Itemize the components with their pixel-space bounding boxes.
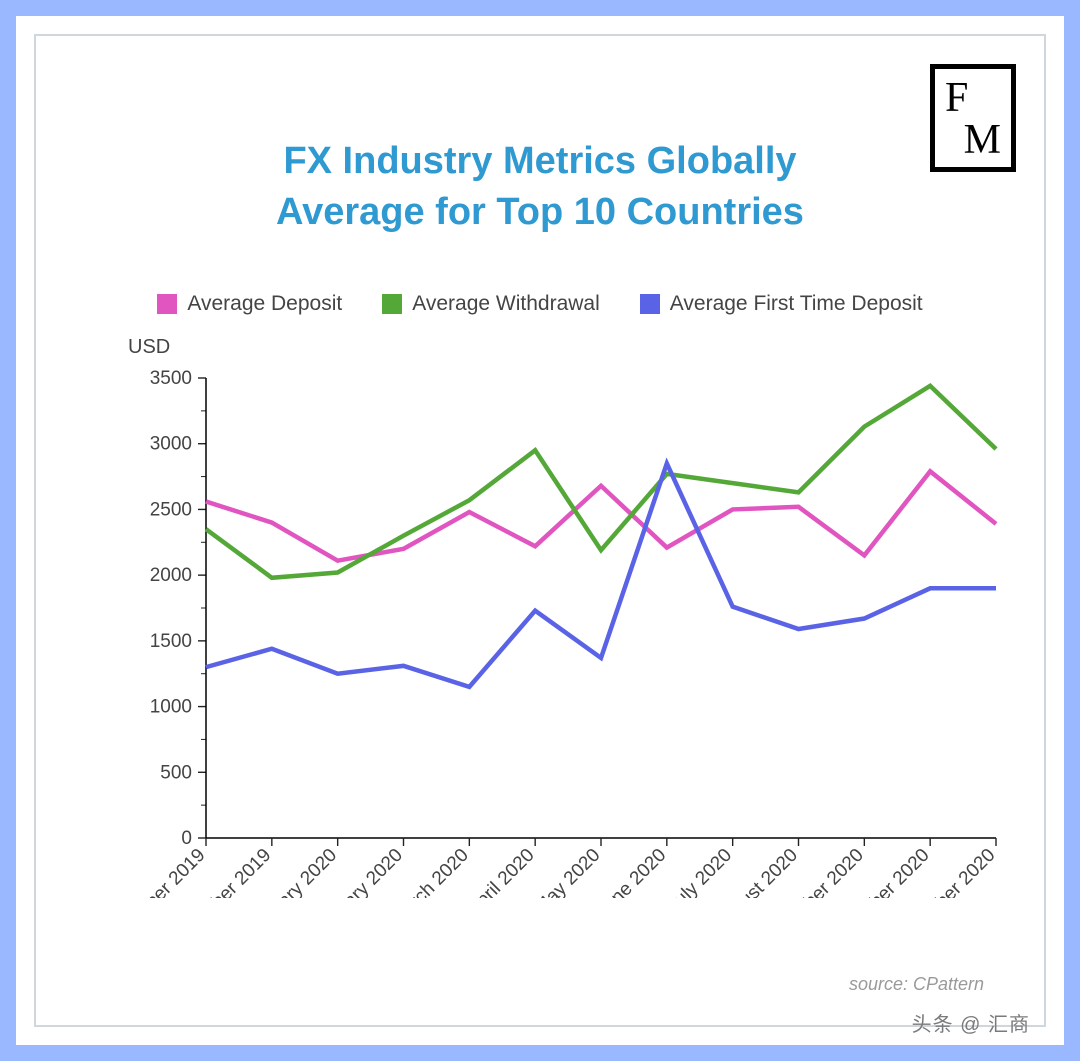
chart-title: FX Industry Metrics Globally Average for… — [36, 136, 1044, 239]
svg-text:April 2020: April 2020 — [463, 845, 538, 898]
source-credit: source: CPattern — [849, 974, 984, 995]
chart-panel: F M FX Industry Metrics Globally Average… — [34, 34, 1046, 1027]
svg-text:June 2020: June 2020 — [593, 845, 671, 898]
legend-item: Average First Time Deposit — [640, 292, 923, 316]
logo-letter-f: F — [945, 77, 968, 119]
svg-text:2500: 2500 — [150, 499, 192, 520]
legend-swatch — [640, 294, 660, 314]
legend-label: Average Withdrawal — [412, 292, 600, 316]
svg-text:1000: 1000 — [150, 697, 192, 718]
legend-item: Average Withdrawal — [382, 292, 600, 316]
svg-text:November 2019: November 2019 — [146, 845, 210, 898]
legend-swatch — [382, 294, 402, 314]
svg-text:3500: 3500 — [150, 368, 192, 389]
legend: Average Deposit Average Withdrawal Average… — [36, 292, 1044, 316]
title-line-2: Average for Top 10 Countries — [36, 187, 1044, 238]
legend-label: Average First Time Deposit — [670, 292, 923, 316]
title-line-1: FX Industry Metrics Globally — [36, 136, 1044, 187]
y-axis-label: USD — [128, 336, 170, 359]
series-average-withdrawal — [206, 386, 996, 578]
legend-item: Average Deposit — [157, 292, 342, 316]
svg-text:May 2020: May 2020 — [531, 845, 605, 898]
svg-text:July 2020: July 2020 — [664, 845, 736, 898]
svg-text:1500: 1500 — [150, 631, 192, 652]
legend-label: Average Deposit — [187, 292, 342, 316]
svg-text:2000: 2000 — [150, 565, 192, 586]
watermark: 头条 @ 汇商 — [912, 1008, 1030, 1037]
svg-text:3000: 3000 — [150, 434, 192, 455]
svg-text:500: 500 — [160, 762, 192, 783]
svg-text:0: 0 — [181, 828, 192, 849]
legend-swatch — [157, 294, 177, 314]
line-chart: 0 500 1000 1500 2000 2500 3000 3500 November 201… — [146, 368, 1016, 898]
